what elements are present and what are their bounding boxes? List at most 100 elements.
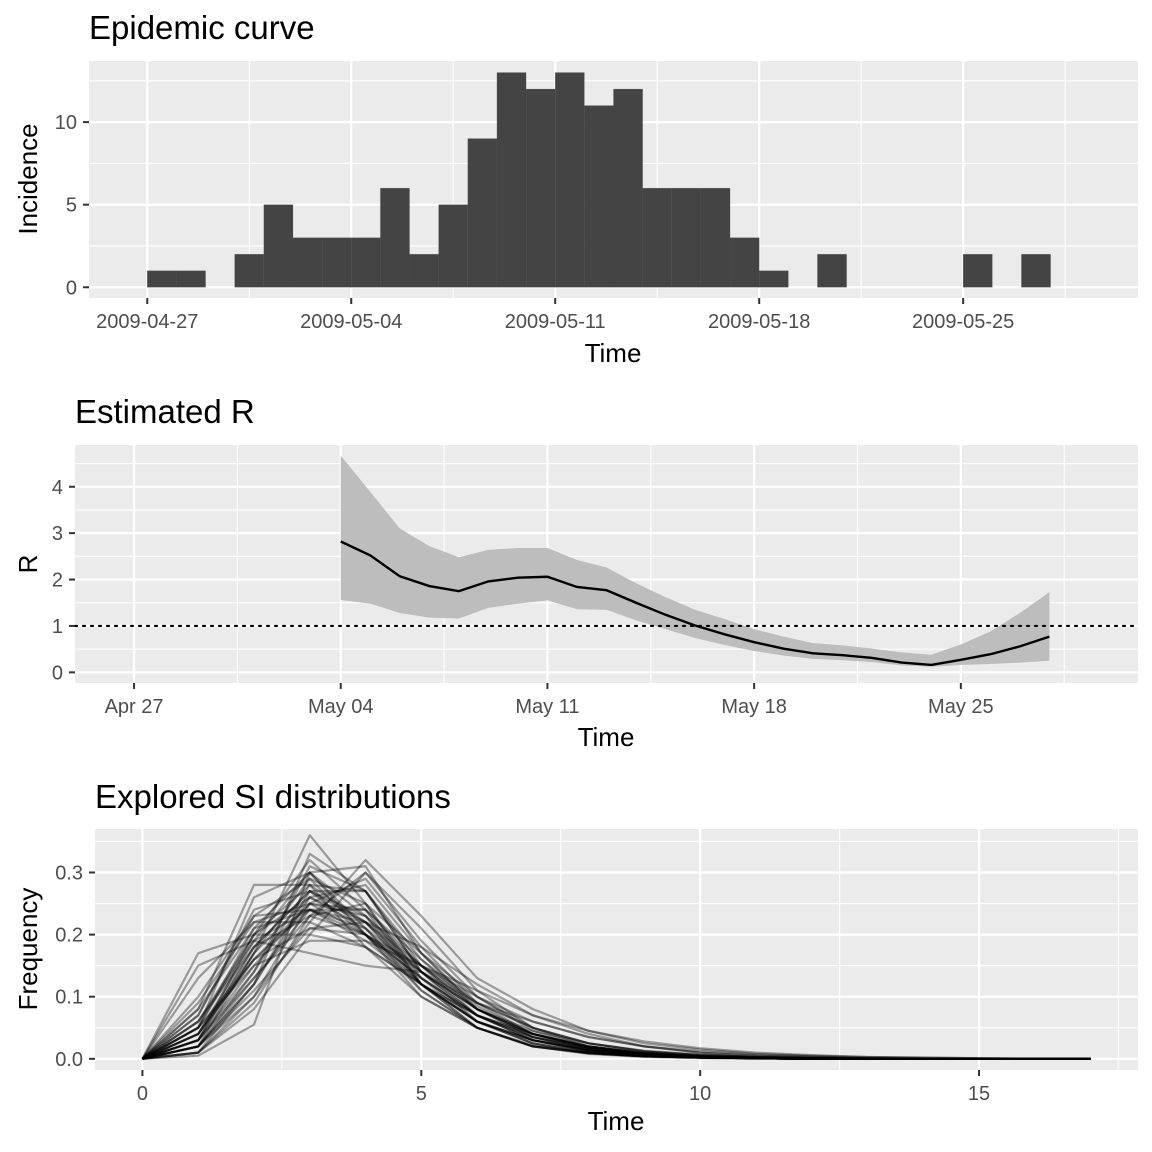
- si-distribution-line: [142, 902, 1091, 1060]
- incidence-bar: [409, 253, 439, 288]
- si-distribution-line: [141, 896, 1091, 1060]
- si-distribution-line: [142, 877, 1091, 1060]
- si-distribution-line: [141, 871, 1091, 1060]
- estimated-r-axes: Apr 27 May 04 May 11 May 18 May 25 0 1 2 3 4: [52, 477, 994, 718]
- y-tick-label: 0.1: [55, 987, 83, 1009]
- si-distribution-line: [142, 871, 1091, 1060]
- y-tick-label: 0.0: [55, 1049, 83, 1071]
- incidence-bar: [292, 237, 323, 288]
- x-tick-label: 15: [968, 1083, 990, 1105]
- epidemic-curve-bars: [147, 72, 1051, 288]
- incidence-bar: [1021, 253, 1051, 288]
- incidence-bar: [525, 88, 556, 288]
- si-distribution-line: [141, 890, 1091, 1060]
- si-distribution-line: [142, 834, 1091, 1060]
- incidence-bar: [438, 204, 469, 288]
- si-distribution-line: [141, 871, 1091, 1060]
- si-distribution-line: [141, 902, 1091, 1060]
- si-distribution-line: [142, 890, 1091, 1060]
- si-distribution-line: [142, 852, 1091, 1060]
- incidence-bar: [584, 105, 614, 288]
- si-distribution-line: [141, 871, 1091, 1060]
- si-distributions-title: Explored SI distributions: [95, 778, 451, 815]
- si-distribution-line: [141, 896, 1091, 1060]
- si-distributions-y-axis-title: Frequency: [13, 888, 43, 1011]
- si-distributions-panel: Explored SI distributions 0 5 10 15 0.0 0.1 0.…: [13, 778, 1138, 1136]
- si-distribution-line: [142, 858, 1091, 1060]
- si-distribution-line: [141, 883, 1091, 1060]
- estimated-r-title: Estimated R: [75, 393, 255, 430]
- si-distributions-axes: 0 5 10 15 0.0 0.1 0.2 0.3: [55, 862, 990, 1105]
- si-distribution-line: [141, 933, 1091, 1060]
- si-distribution-line: [142, 890, 1091, 1060]
- si-distribution-line: [141, 927, 1091, 1060]
- x-tick-label: May 25: [928, 696, 994, 718]
- si-distributions-lines: [141, 834, 1091, 1060]
- y-tick-label: 4: [52, 477, 63, 499]
- incidence-bar: [671, 187, 702, 288]
- incidence-bar: [380, 187, 410, 288]
- incidence-bar: [642, 187, 673, 288]
- estimated-r-x-axis-title: Time: [578, 722, 635, 752]
- incidence-bar: [700, 187, 731, 288]
- x-tick-label: Apr 27: [105, 696, 164, 718]
- x-tick-label: 2009-05-04: [300, 311, 402, 333]
- incidence-bar: [496, 72, 527, 288]
- y-tick-label: 5: [66, 195, 77, 217]
- x-tick-label: 2009-04-27: [96, 311, 198, 333]
- si-distribution-line: [142, 865, 1091, 1060]
- incidence-bar: [962, 253, 993, 288]
- si-distribution-line: [141, 890, 1091, 1060]
- estimated-r-series: [73, 455, 1140, 667]
- x-tick-label: 2009-05-11: [505, 311, 606, 333]
- x-tick-label: 2009-05-25: [912, 311, 1014, 333]
- y-tick-label: 0.3: [55, 862, 83, 884]
- estimated-r-y-axis-title: R: [13, 555, 43, 574]
- si-distribution-line: [141, 908, 1091, 1060]
- si-distribution-line: [141, 908, 1091, 1060]
- x-tick-label: May 11: [515, 696, 579, 718]
- si-distributions-gridlines: [95, 829, 1138, 1070]
- incidence-bar: [467, 138, 498, 288]
- y-tick-label: 10: [55, 112, 77, 134]
- si-distribution-line: [142, 921, 1091, 1060]
- si-distribution-line: [141, 921, 1091, 1060]
- si-distribution-line: [142, 883, 1091, 1060]
- si-distribution-line: [142, 908, 1091, 1060]
- si-distribution-line: [141, 877, 1091, 1060]
- si-distribution-line: [141, 883, 1091, 1060]
- y-tick-label: 3: [52, 523, 63, 545]
- incidence-bar: [234, 253, 265, 288]
- si-distribution-line: [142, 858, 1091, 1060]
- incidence-bar: [729, 237, 760, 288]
- incidence-bar: [613, 88, 643, 288]
- epidemic-curve-title: Epidemic curve: [89, 9, 315, 46]
- y-tick-label: 0: [66, 277, 77, 299]
- si-distributions-plot-area: [95, 829, 1138, 1070]
- si-distributions-x-axis-title: Time: [588, 1106, 645, 1136]
- si-distribution-line: [141, 939, 1091, 1060]
- si-distribution-line: [142, 877, 1091, 1060]
- y-tick-label: 0: [52, 662, 63, 684]
- epidemic-curve-y-axis-title: Incidence: [13, 123, 43, 234]
- incidence-bar: [176, 270, 206, 288]
- incidence-bar: [351, 237, 381, 288]
- x-tick-label: May 04: [308, 696, 374, 718]
- si-distribution-line: [142, 865, 1091, 1060]
- si-distribution-line: [142, 871, 1091, 1060]
- x-tick-label: 2009-05-18: [708, 311, 810, 333]
- si-distribution-line: [141, 939, 1091, 1060]
- y-tick-label: 2: [52, 570, 63, 592]
- si-distribution-line: [142, 883, 1091, 1060]
- y-tick-label: 0.2: [55, 925, 83, 947]
- incidence-bar: [321, 237, 352, 288]
- si-distribution-line: [141, 902, 1091, 1060]
- estimated-r-panel: Estimated R Apr 27 May 04 May 11 May 18 May …: [13, 393, 1140, 752]
- epidemic-curve-x-axis-title: Time: [585, 338, 642, 368]
- r-mean-line: [340, 540, 1050, 667]
- epidemic-curve-panel: Epidemic curve 2009-04-27 2009-05-04 2009-…: [13, 9, 1138, 368]
- incidence-bar: [758, 270, 789, 288]
- incidence-bar: [147, 270, 177, 288]
- si-distribution-line: [141, 908, 1091, 1060]
